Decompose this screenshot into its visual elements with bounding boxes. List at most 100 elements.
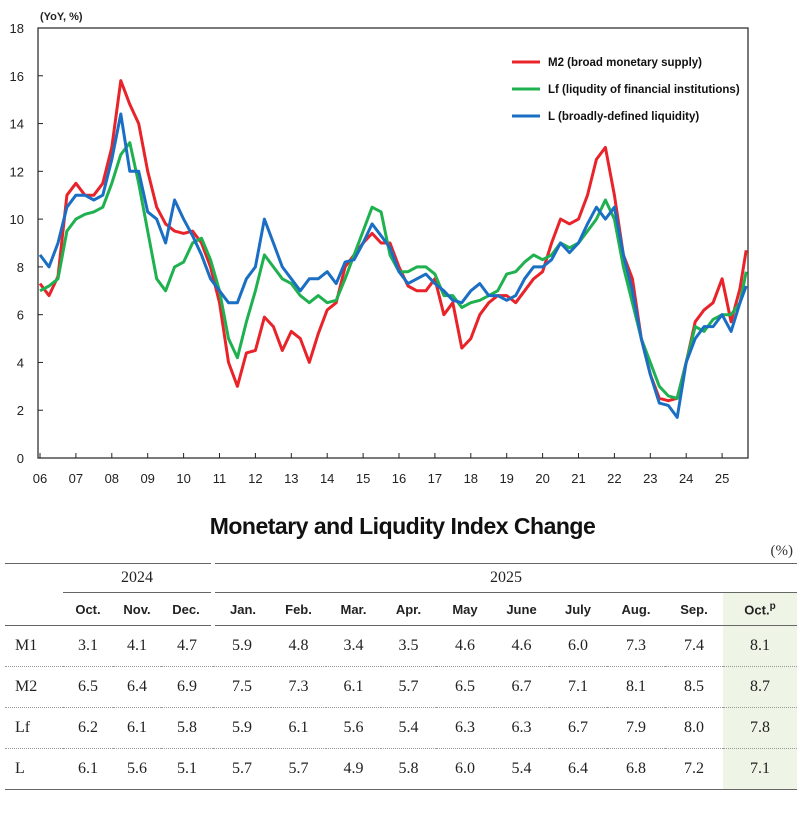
table-title: Monetary and Liqudity Index Change	[209, 513, 596, 539]
y-tick-label: 10	[10, 212, 24, 227]
month-header: July	[549, 593, 607, 626]
cell-value: 8.5	[665, 666, 723, 708]
cell-value: 6.4	[549, 748, 607, 790]
table-row: L 6.1 5.6 5.1 5.7 5.7 4.9 5.8 6.0 5.4 6.4 6.8 7.2 7.1	[5, 748, 797, 790]
cell-value: 7.8	[723, 707, 797, 749]
month-header: May	[436, 593, 494, 626]
table-row: M1 3.1 4.1 4.7 5.9 4.8 3.4 3.5 4.6 4.6 6.0 7.3 7.4 8.…	[5, 625, 797, 667]
cell-value: 6.8	[607, 748, 665, 790]
cell-value: 5.4	[494, 748, 549, 790]
y-tick-label: 14	[10, 117, 24, 132]
year-2025: 2025	[211, 563, 797, 593]
cell-value: 6.7	[494, 666, 549, 708]
series-line-m2	[38, 79, 748, 403]
cell-value: 8.1	[723, 625, 797, 667]
month-label: Aug.	[621, 601, 651, 617]
month-label: June	[506, 601, 537, 617]
cell-value: 6.0	[549, 625, 607, 667]
y-tick-label: 18	[10, 21, 24, 36]
cell-value: 7.1	[723, 748, 797, 790]
cell-value: 4.1	[113, 625, 161, 667]
cell-value: 4.9	[326, 748, 381, 790]
cell-value: 5.6	[326, 707, 381, 749]
y-tick-label: 0	[17, 451, 24, 466]
month-label: Oct.	[744, 602, 770, 618]
table-unit: (%)	[770, 543, 794, 559]
x-tick-label: 13	[284, 471, 298, 486]
row-label: M2	[5, 666, 63, 708]
x-tick-label: 11	[213, 471, 227, 486]
month-header: Feb.	[271, 593, 326, 626]
year-2024: 2024	[63, 563, 213, 593]
month-label: Jan.	[229, 601, 256, 617]
x-tick-label: 22	[607, 471, 621, 486]
y-tick-label: 8	[17, 260, 24, 275]
cell-value: 8.0	[665, 707, 723, 749]
month-header: Apr.	[381, 593, 436, 626]
cell-value: 6.7	[549, 707, 607, 749]
cell-value: 6.5	[436, 666, 494, 708]
cell-value: 5.1	[161, 748, 213, 790]
y-tick-label: 12	[10, 164, 24, 179]
x-tick-label: 12	[248, 471, 262, 486]
cell-value: 5.7	[213, 748, 271, 790]
cell-value: 5.7	[271, 748, 326, 790]
month-header: Oct.p	[723, 592, 797, 626]
cell-value: 6.9	[161, 666, 213, 708]
cell-value: 5.8	[381, 748, 436, 790]
y-axis-label: (YoY, %)	[40, 11, 83, 23]
cell-value: 8.7	[723, 666, 797, 708]
cell-value: 6.5	[63, 666, 113, 708]
table-row: Lf 6.2 6.1 5.8 5.9 6.1 5.6 5.4 6.3 6.3 6.7 7.9 8.0 7.…	[5, 707, 797, 749]
month-header: Sep.	[665, 593, 723, 626]
cell-value: 6.3	[494, 707, 549, 749]
x-tick-label: 18	[464, 471, 478, 486]
cell-value: 6.1	[326, 666, 381, 708]
x-tick-label: 23	[643, 471, 657, 486]
month-label: Feb.	[285, 601, 312, 617]
row-label: L	[5, 748, 63, 790]
x-tick-label: 15	[356, 471, 370, 486]
cell-value: 5.4	[381, 707, 436, 749]
plot-frame	[37, 27, 749, 459]
x-tick-label: 19	[499, 471, 513, 486]
table-row: M2 6.5 6.4 6.9 7.5 7.3 6.1 5.7 6.5 6.7 7.1 8.1 8.5 8.…	[5, 666, 797, 708]
x-tick-label: 09	[140, 471, 154, 486]
row-label: M1	[5, 625, 63, 667]
month-label: Apr.	[395, 601, 422, 617]
cell-value: 6.1	[63, 748, 113, 790]
cell-value: 7.2	[665, 748, 723, 790]
legend-label: Lf (liqudity of financial institutions)	[548, 84, 740, 96]
liquidity-table: 2024 2025 Oct. Nov. Dec. Jan. Feb. Mar. Apr. Ma…	[5, 563, 797, 790]
cell-value: 5.7	[381, 666, 436, 708]
month-label: Oct.	[75, 601, 101, 617]
cell-value: 6.4	[113, 666, 161, 708]
cell-value: 7.3	[271, 666, 326, 708]
cell-value: 4.6	[436, 625, 494, 667]
y-tick-label: 4	[17, 355, 24, 370]
cell-value: 4.8	[271, 625, 326, 667]
month-header: Nov.	[113, 593, 161, 626]
x-tick-label: 16	[392, 471, 406, 486]
cell-value: 3.1	[63, 625, 113, 667]
month-label: May	[452, 601, 478, 617]
preliminary-mark: p	[769, 600, 776, 612]
x-tick-label: 24	[679, 471, 693, 486]
legend-label: M2 (broad monetary supply)	[548, 57, 702, 69]
month-header: June	[494, 593, 549, 626]
row-label: Lf	[5, 707, 63, 749]
cell-value: 8.1	[607, 666, 665, 708]
y-tick-label: 6	[17, 308, 24, 323]
cell-value: 7.5	[213, 666, 271, 708]
x-tick-label: 06	[33, 471, 47, 486]
cell-value: 6.1	[113, 707, 161, 749]
cell-value: 6.3	[436, 707, 494, 749]
month-label: July	[564, 601, 591, 617]
cell-value: 3.5	[381, 625, 436, 667]
month-label: Mar.	[340, 601, 367, 617]
x-tick-label: 21	[571, 471, 585, 486]
x-tick-label: 14	[320, 471, 334, 486]
cell-value: 5.9	[213, 707, 271, 749]
x-tick-label: 10	[176, 471, 190, 486]
